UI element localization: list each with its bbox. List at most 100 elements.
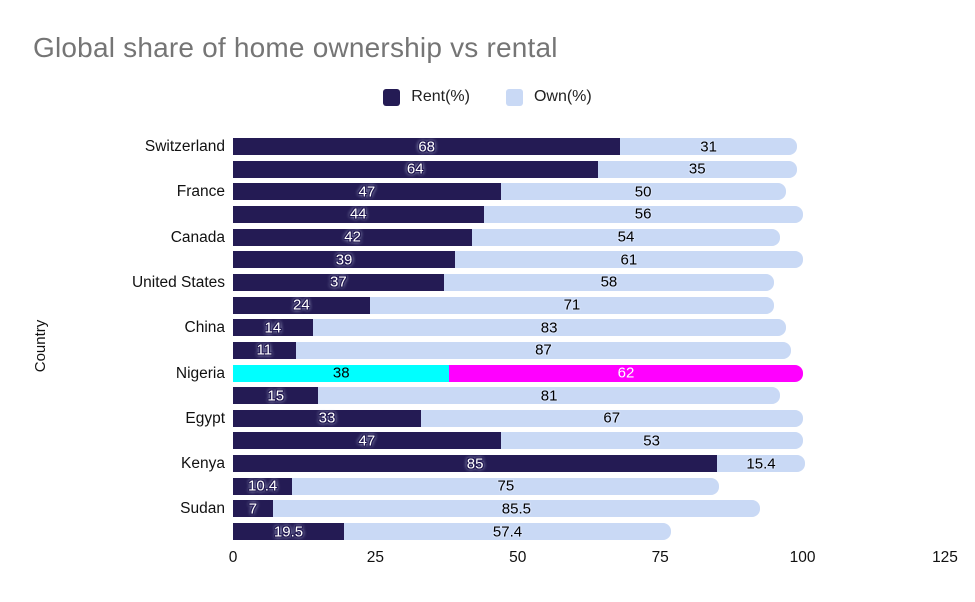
own-segment[interactable]: 83: [312, 319, 786, 337]
rent-value-label: 15: [267, 387, 285, 405]
own-segment[interactable]: 71: [369, 296, 775, 314]
country-labels: Switzerland France Canada United States Chin…: [0, 138, 225, 546]
rent-value-label: 11: [256, 341, 273, 359]
rent-segment[interactable]: 24: [233, 296, 370, 314]
own-segment[interactable]: 53: [500, 432, 803, 450]
rent-value-label: 7: [248, 500, 258, 518]
rent-segment[interactable]: 68: [233, 138, 621, 155]
country-tick-label: Egypt: [185, 409, 225, 427]
bar-row: 42 54: [233, 228, 945, 246]
own-value-label: 85.5: [501, 500, 531, 518]
rent-value-label: 64: [406, 160, 424, 178]
own-value-label: 53: [643, 432, 660, 450]
legend-item-own[interactable]: Own(%): [505, 88, 592, 106]
bar-row: 47 50: [233, 183, 945, 201]
rent-segment[interactable]: 11: [233, 341, 296, 359]
rent-value-label: 10.4: [248, 477, 278, 495]
own-value-label: 58: [600, 273, 618, 291]
legend-label-rent: Rent(%): [411, 88, 470, 105]
rent-swatch-icon: [383, 88, 401, 106]
own-swatch-icon: [505, 88, 523, 106]
rent-segment[interactable]: 39: [233, 251, 456, 269]
rent-value-label: 14: [264, 319, 282, 337]
rent-value-label: 42: [344, 228, 361, 246]
bar-row: 68 31: [233, 138, 945, 155]
own-segment[interactable]: 61: [455, 251, 803, 269]
own-segment[interactable]: 58: [443, 273, 775, 291]
rent-segment[interactable]: 42: [233, 228, 473, 246]
rent-value-label: 44: [349, 205, 367, 223]
own-segment[interactable]: 87: [295, 341, 792, 359]
rent-value-label: 47: [358, 432, 376, 450]
legend: Rent(%) Own(%): [0, 88, 975, 106]
own-segment[interactable]: 35: [597, 160, 797, 178]
own-segment[interactable]: 56: [483, 205, 803, 223]
own-segment[interactable]: 75: [292, 477, 720, 495]
own-segment[interactable]: 15.4: [717, 455, 805, 473]
rent-value-label: 68: [418, 138, 435, 155]
rent-segment[interactable]: 37: [233, 273, 444, 291]
own-value-label: 31: [700, 138, 717, 155]
country-tick-label: France: [176, 183, 225, 201]
own-value-label: 87: [535, 341, 552, 359]
own-segment[interactable]: 67: [420, 409, 803, 427]
own-segment[interactable]: 31: [620, 138, 797, 155]
country-tick-label: Canada: [170, 228, 225, 246]
own-segment[interactable]: 85.5: [272, 500, 760, 518]
x-tick-label: 125: [932, 549, 958, 566]
own-value-label: 67: [603, 409, 621, 427]
bar-row: 33 67: [233, 409, 945, 427]
rent-segment[interactable]: 47: [233, 183, 501, 201]
rent-segment[interactable]: 47: [233, 432, 501, 450]
rent-value-label: 38: [332, 364, 350, 382]
own-segment[interactable]: 57.4: [344, 523, 671, 541]
plot-area: 68 31 64 35 47 50 44 56 42 54 39 61 37 58 24 71 14 83 11 87…: [233, 138, 945, 546]
rent-segment[interactable]: 38: [233, 364, 450, 382]
x-tick-label: 75: [651, 549, 669, 566]
rent-segment[interactable]: 14: [233, 319, 313, 337]
own-value-label: 81: [540, 387, 558, 405]
rent-value-label: 39: [335, 251, 353, 269]
own-value-label: 50: [634, 183, 652, 201]
x-tick-label: 100: [789, 549, 816, 566]
bar-row: 39 61: [233, 251, 945, 269]
x-tick-label: 50: [509, 549, 527, 566]
country-tick-label: Nigeria: [175, 364, 225, 382]
rent-segment[interactable]: 19.5: [233, 523, 345, 541]
rent-value-label: 85: [466, 455, 484, 473]
rent-value-label: 47: [358, 183, 376, 201]
own-value-label: 61: [620, 251, 638, 269]
rent-segment[interactable]: 15: [233, 387, 319, 405]
rent-value-label: 37: [330, 273, 347, 291]
country-tick-label: Switzerland: [144, 138, 225, 155]
bar-row: 10.4 75: [233, 477, 945, 495]
rent-value-label: 33: [318, 409, 336, 427]
bar-row: 14 83: [233, 319, 945, 337]
own-value-label: 35: [688, 160, 706, 178]
rent-segment[interactable]: 44: [233, 205, 484, 223]
rent-segment[interactable]: 10.4: [233, 477, 293, 495]
legend-item-rent[interactable]: Rent(%): [383, 88, 470, 106]
chart-title: Global share of home ownership vs rental: [33, 32, 558, 63]
own-value-label: 56: [634, 205, 652, 223]
own-value-label: 83: [540, 319, 558, 337]
rent-segment[interactable]: 33: [233, 409, 421, 427]
bar-row: 38 62: [233, 364, 945, 382]
own-segment[interactable]: 54: [472, 228, 780, 246]
x-tick-label: 25: [366, 549, 385, 566]
own-value-label: 71: [563, 296, 581, 314]
bar-row: 24 71: [233, 296, 945, 314]
rent-segment[interactable]: 85: [233, 455, 718, 473]
rent-value-label: 19.5: [273, 523, 304, 541]
bar-row: 47 53: [233, 432, 945, 450]
rent-segment[interactable]: 64: [233, 160, 598, 178]
country-tick-label: China: [184, 319, 226, 337]
bar-row: 64 35: [233, 160, 945, 178]
rent-segment[interactable]: 7: [233, 500, 273, 518]
bar-row: 44 56: [233, 205, 945, 223]
own-segment[interactable]: 50: [500, 183, 786, 201]
own-segment[interactable]: 81: [318, 387, 780, 405]
x-axis: 0 25 50 75 100 125: [229, 549, 958, 569]
own-segment[interactable]: 62: [449, 364, 803, 382]
x-tick-label: 0: [228, 549, 238, 566]
